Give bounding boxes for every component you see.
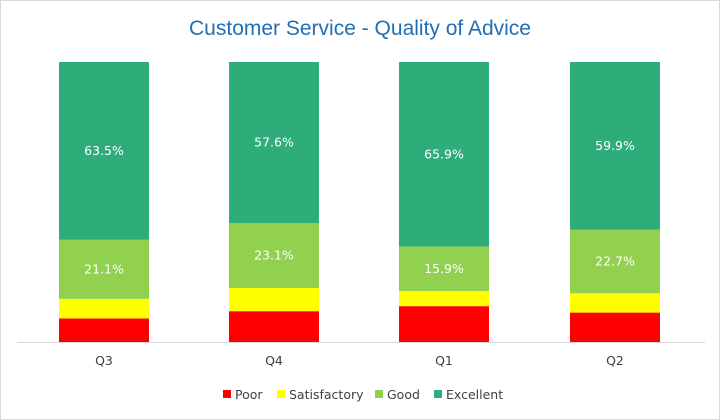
bar-q4-poor xyxy=(229,311,319,342)
data-label-q3-excellent: 63.5% xyxy=(84,143,124,158)
x-tick-q3: Q3 xyxy=(95,353,113,368)
bar-q2-poor xyxy=(570,312,660,342)
legend-label-good: Good xyxy=(387,387,420,402)
legend-swatch-satisfactory xyxy=(277,390,285,398)
bar-q1-poor xyxy=(399,306,489,342)
data-label-q1-good: 15.9% xyxy=(424,261,464,276)
bar-q2-excellent xyxy=(570,62,660,230)
bar-q3-excellent xyxy=(59,62,149,240)
data-label-q1-excellent: 65.9% xyxy=(424,146,464,161)
bar-q1-satisfactory xyxy=(399,291,489,307)
bar-q4-good xyxy=(229,223,319,288)
legend-swatch-excellent xyxy=(434,390,442,398)
bar-q4-excellent xyxy=(229,62,319,224)
bar-q4-satisfactory xyxy=(229,287,319,312)
bar-q3-good xyxy=(59,239,149,299)
x-tick-labels: Q3 Q4 Q1 Q2 xyxy=(95,353,624,368)
x-tick-q2: Q2 xyxy=(606,353,624,368)
bar-q1-good xyxy=(399,246,489,292)
bar-q1-excellent xyxy=(399,62,489,247)
data-label-q4-good: 23.1% xyxy=(254,248,294,263)
legend-label-poor: Poor xyxy=(235,387,263,402)
x-tick-q1: Q1 xyxy=(435,353,453,368)
bar-q3-poor xyxy=(59,318,149,342)
legend-swatch-good xyxy=(375,390,383,398)
data-label-q2-good: 22.7% xyxy=(595,254,635,269)
data-label-q2-excellent: 59.9% xyxy=(595,138,635,153)
data-label-q4-excellent: 57.6% xyxy=(254,135,294,150)
bar-q2-satisfactory xyxy=(570,293,660,313)
data-label-q3-good: 21.1% xyxy=(84,261,124,276)
legend-label-excellent: Excellent xyxy=(446,387,503,402)
legend-label-satisfactory: Satisfactory xyxy=(289,387,364,402)
x-tick-q4: Q4 xyxy=(265,353,283,368)
bars-layer: 21.1% 63.5% 23.1% 57.6% 15.9% 65.9% 22.7% 59.9% xyxy=(59,62,660,342)
legend: Poor Satisfactory Good Excellent xyxy=(223,387,503,402)
legend-swatch-poor xyxy=(223,390,231,398)
bar-q3-satisfactory xyxy=(59,298,149,319)
bar-q2-good xyxy=(570,229,660,294)
chart-title: Customer Service - Quality of Advice xyxy=(189,17,531,40)
